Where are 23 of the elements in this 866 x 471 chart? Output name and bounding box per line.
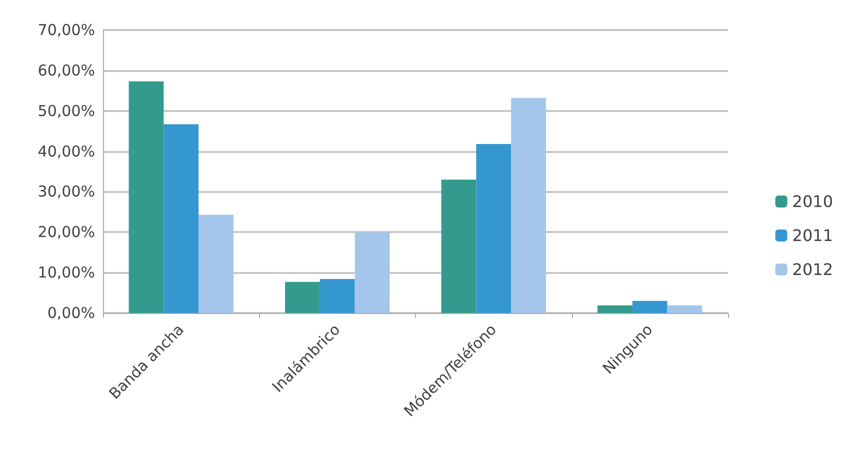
y-tick-label: 40,00% bbox=[38, 142, 95, 160]
bar bbox=[285, 282, 320, 313]
bar bbox=[598, 305, 632, 313]
bar bbox=[632, 300, 668, 313]
bar bbox=[198, 214, 234, 313]
legend-label: 2011 bbox=[792, 226, 833, 245]
bar bbox=[128, 81, 164, 313]
bar bbox=[667, 305, 702, 313]
y-tick-label: 30,00% bbox=[38, 182, 95, 201]
legend-label: 2010 bbox=[792, 192, 833, 211]
bar bbox=[511, 98, 546, 313]
y-tick-label: 60,00% bbox=[38, 61, 95, 80]
y-tick-label: 70,00% bbox=[38, 21, 95, 39]
bar bbox=[320, 279, 355, 313]
legend-label: 2012 bbox=[792, 260, 833, 279]
y-tick-label: 0,00% bbox=[47, 304, 95, 322]
bar bbox=[441, 180, 476, 313]
bar bbox=[354, 232, 390, 313]
y-tick-label: 20,00% bbox=[38, 223, 95, 242]
y-tick-label: 50,00% bbox=[38, 102, 95, 120]
y-tick-label: 10,00% bbox=[38, 264, 95, 282]
bar bbox=[476, 144, 512, 313]
bar bbox=[164, 124, 199, 313]
